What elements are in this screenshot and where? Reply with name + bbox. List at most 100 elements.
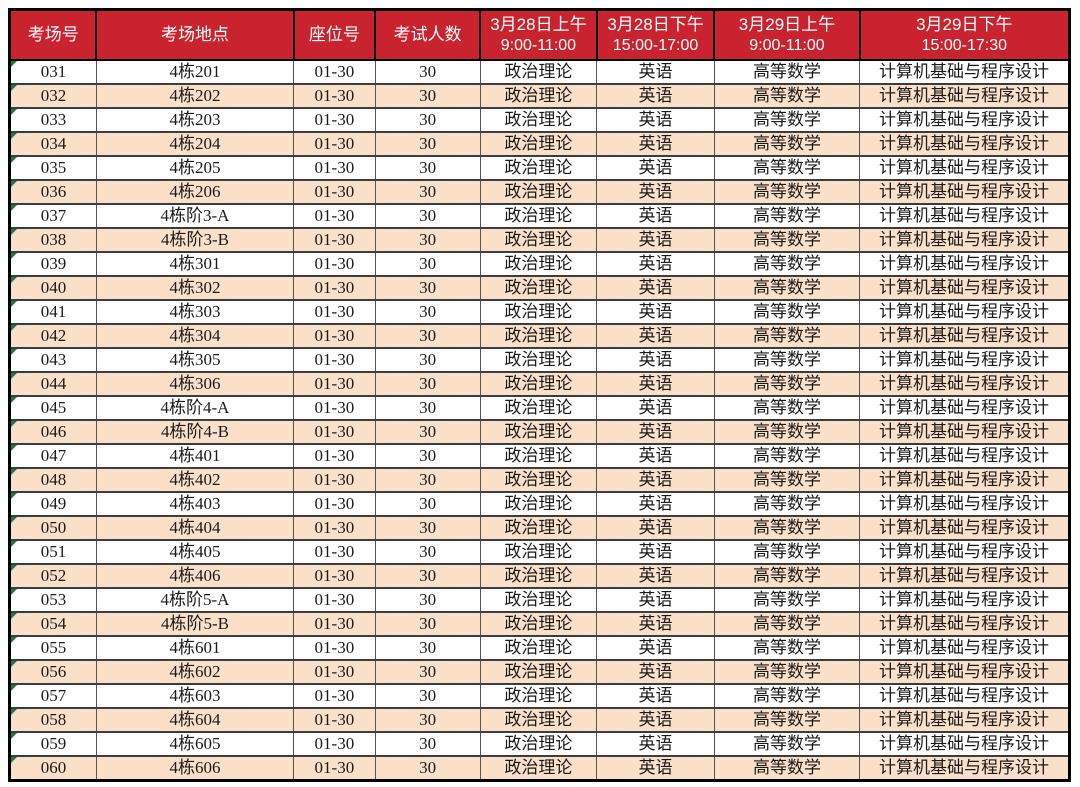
- cell-flag-triangle-icon: [11, 686, 17, 691]
- column-header-time: 9:00-11:00: [749, 37, 825, 54]
- cell-session-mar28-pm: 英语: [596, 659, 715, 685]
- cell-session-mar28-am: 政治理论: [479, 443, 598, 469]
- cell-session-mar28-am: 政治理论: [479, 275, 598, 301]
- cell-session-mar29-pm: 计算机基础与程序设计: [859, 587, 1070, 613]
- cell-session-mar29-pm: 计算机基础与程序设计: [859, 491, 1070, 517]
- cell-location: 4栋206: [95, 179, 295, 205]
- table-row: 051 4栋405 01-30 30 政治理论 英语 高等数学 计算机基础与程序设计: [9, 539, 1070, 565]
- cell-room-no: 042: [9, 323, 97, 349]
- cell-session-mar29-am: 高等数学: [713, 707, 861, 733]
- cell-location: 4栋205: [95, 155, 295, 181]
- cell-session-mar29-am: 高等数学: [713, 491, 861, 517]
- cell-room-no: 051: [9, 539, 97, 565]
- cell-seat-no: 01-30: [293, 83, 376, 109]
- cell-session-mar28-pm: 英语: [596, 131, 715, 157]
- cell-flag-triangle-icon: [11, 62, 17, 67]
- cell-flag-triangle-icon: [11, 494, 17, 499]
- column-header-label: 3月28日上午: [490, 15, 587, 34]
- cell-room-no: 039: [9, 251, 97, 277]
- cell-room-no: 044: [9, 371, 97, 397]
- cell-exam-count: 30: [374, 323, 481, 349]
- cell-flag-triangle-icon: [11, 734, 17, 739]
- cell-seat-no: 01-30: [293, 107, 376, 133]
- cell-session-mar28-am: 政治理论: [479, 227, 598, 253]
- cell-session-mar29-am: 高等数学: [713, 299, 861, 325]
- cell-exam-count: 30: [374, 659, 481, 685]
- cell-session-mar29-pm: 计算机基础与程序设计: [859, 467, 1070, 493]
- cell-session-mar28-pm: 英语: [596, 203, 715, 229]
- cell-flag-triangle-icon: [11, 518, 17, 523]
- cell-seat-no: 01-30: [293, 563, 376, 589]
- cell-room-no: 059: [9, 731, 97, 757]
- table-row: 053 4栋阶5-A 01-30 30 政治理论 英语 高等数学 计算机基础与程序设计: [9, 587, 1070, 613]
- cell-session-mar28-pm: 英语: [596, 707, 715, 733]
- cell-session-mar28-am: 政治理论: [479, 563, 598, 589]
- cell-session-mar28-am: 政治理论: [479, 419, 598, 445]
- table-row: 058 4栋604 01-30 30 政治理论 英语 高等数学 计算机基础与程序设计: [9, 707, 1070, 733]
- cell-session-mar29-pm: 计算机基础与程序设计: [859, 131, 1070, 157]
- cell-session-mar29-am: 高等数学: [713, 395, 861, 421]
- cell-location: 4栋阶5-A: [95, 587, 295, 613]
- cell-session-mar29-am: 高等数学: [713, 155, 861, 181]
- cell-location: 4栋202: [95, 83, 295, 109]
- cell-flag-triangle-icon: [11, 326, 17, 331]
- table-row: 052 4栋406 01-30 30 政治理论 英语 高等数学 计算机基础与程序设计: [9, 563, 1070, 589]
- cell-location: 4栋606: [95, 755, 295, 782]
- table-row: 046 4栋阶4-B 01-30 30 政治理论 英语 高等数学 计算机基础与程序设计: [9, 419, 1070, 445]
- cell-exam-count: 30: [374, 515, 481, 541]
- cell-seat-no: 01-30: [293, 203, 376, 229]
- cell-location: 4栋302: [95, 275, 295, 301]
- cell-flag-triangle-icon: [11, 374, 17, 379]
- cell-session-mar29-am: 高等数学: [713, 683, 861, 709]
- column-header-time: 15:00-17:00: [612, 37, 699, 54]
- cell-session-mar29-pm: 计算机基础与程序设计: [859, 227, 1070, 253]
- table-row: 032 4栋202 01-30 30 政治理论 英语 高等数学 计算机基础与程序设计: [9, 83, 1070, 109]
- cell-session-mar28-am: 政治理论: [479, 635, 598, 661]
- column-header-label: 3月28日下午: [607, 15, 704, 34]
- cell-room-no: 058: [9, 707, 97, 733]
- column-header-label: 考试人数: [393, 25, 462, 44]
- cell-seat-no: 01-30: [293, 275, 376, 301]
- cell-session-mar28-am: 政治理论: [479, 251, 598, 277]
- table-row: 057 4栋603 01-30 30 政治理论 英语 高等数学 计算机基础与程序设计: [9, 683, 1070, 709]
- cell-flag-triangle-icon: [11, 350, 17, 355]
- cell-room-no: 055: [9, 635, 97, 661]
- table-row: 055 4栋601 01-30 30 政治理论 英语 高等数学 计算机基础与程序设计: [9, 635, 1070, 661]
- cell-seat-no: 01-30: [293, 539, 376, 565]
- cell-room-no: 034: [9, 131, 97, 157]
- cell-seat-no: 01-30: [293, 179, 376, 205]
- cell-seat-no: 01-30: [293, 59, 376, 85]
- table-row: 041 4栋303 01-30 30 政治理论 英语 高等数学 计算机基础与程序设计: [9, 299, 1070, 325]
- cell-session-mar28-pm: 英语: [596, 443, 715, 469]
- cell-session-mar29-am: 高等数学: [713, 659, 861, 685]
- cell-session-mar29-pm: 计算机基础与程序设计: [859, 395, 1070, 421]
- column-header-session-mar29-am: 3月29日上午 9:00-11:00: [713, 8, 861, 61]
- cell-exam-count: 30: [374, 635, 481, 661]
- cell-session-mar29-am: 高等数学: [713, 107, 861, 133]
- cell-exam-count: 30: [374, 683, 481, 709]
- cell-session-mar28-pm: 英语: [596, 563, 715, 589]
- cell-exam-count: 30: [374, 395, 481, 421]
- column-header-session-mar29-pm: 3月29日下午 15:00-17:30: [858, 8, 1071, 61]
- table-row: 040 4栋302 01-30 30 政治理论 英语 高等数学 计算机基础与程序设计: [9, 275, 1070, 301]
- cell-room-no: 060: [9, 755, 97, 782]
- table-row: 049 4栋403 01-30 30 政治理论 英语 高等数学 计算机基础与程序设计: [9, 491, 1070, 517]
- cell-session-mar28-pm: 英语: [596, 467, 715, 493]
- cell-flag-triangle-icon: [11, 302, 17, 307]
- cell-seat-no: 01-30: [293, 251, 376, 277]
- cell-flag-triangle-icon: [11, 110, 17, 115]
- cell-room-no: 054: [9, 611, 97, 637]
- cell-session-mar29-pm: 计算机基础与程序设计: [859, 155, 1070, 181]
- cell-exam-count: 30: [374, 155, 481, 181]
- cell-location: 4栋阶3-B: [95, 227, 295, 253]
- cell-seat-no: 01-30: [293, 755, 376, 782]
- cell-session-mar29-pm: 计算机基础与程序设计: [859, 659, 1070, 685]
- cell-session-mar28-am: 政治理论: [479, 611, 598, 637]
- cell-exam-count: 30: [374, 227, 481, 253]
- cell-flag-triangle-icon: [11, 710, 17, 715]
- cell-session-mar29-pm: 计算机基础与程序设计: [859, 323, 1070, 349]
- cell-session-mar29-am: 高等数学: [713, 539, 861, 565]
- cell-location: 4栋204: [95, 131, 295, 157]
- cell-room-no: 038: [9, 227, 97, 253]
- cell-session-mar28-am: 政治理论: [479, 587, 598, 613]
